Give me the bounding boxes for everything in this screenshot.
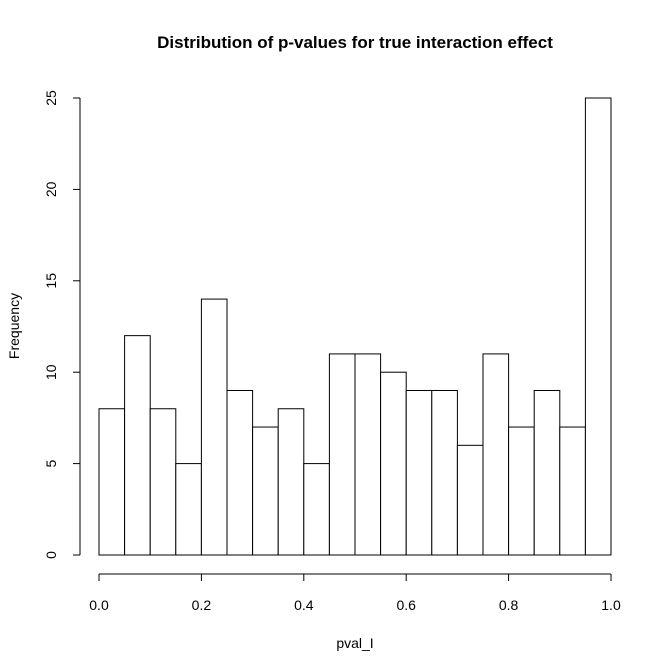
histogram-bar <box>98 408 126 556</box>
histogram-bar <box>149 408 177 556</box>
bars-group <box>98 97 612 556</box>
x-tick-label: 0.4 <box>294 597 314 613</box>
histogram-bar <box>533 389 561 556</box>
histogram-bar <box>431 389 458 556</box>
histogram-bar <box>405 389 433 556</box>
y-axis: 0 5 10 15 20 25 <box>43 90 81 559</box>
y-tick-label: 15 <box>43 273 59 289</box>
histogram-bar <box>175 463 202 556</box>
y-tick-label: 5 <box>43 459 59 467</box>
y-tick-label: 25 <box>43 90 59 106</box>
histogram-bar <box>226 389 254 556</box>
y-tick-label: 20 <box>43 181 59 197</box>
histogram-bar <box>456 444 484 556</box>
histogram-bar <box>277 408 305 556</box>
histogram-bar <box>508 426 535 556</box>
histogram-bar <box>559 426 586 556</box>
histogram-bar <box>584 97 612 556</box>
x-tick-label: 0.6 <box>396 597 416 613</box>
x-tick-label: 0.8 <box>499 597 519 613</box>
histogram-bar <box>482 353 510 556</box>
histogram-bar <box>354 353 382 556</box>
x-tick-label: 0.2 <box>192 597 212 613</box>
histogram-bar <box>200 298 228 556</box>
x-tick-label: 1.0 <box>601 597 621 613</box>
x-tick-label: 0.0 <box>89 597 109 613</box>
histogram-bar <box>380 371 407 556</box>
x-axis: 0.0 0.2 0.4 0.6 0.8 1.0 <box>89 573 621 613</box>
histogram-bar <box>124 335 151 556</box>
histogram-bar <box>252 426 279 556</box>
y-axis-label: Frequency <box>6 293 22 359</box>
x-axis-label: pval_I <box>336 635 373 651</box>
y-tick-label: 10 <box>43 364 59 380</box>
chart-title: Distribution of p-values for true intera… <box>157 33 553 52</box>
y-tick-label: 0 <box>43 551 59 559</box>
histogram-bar <box>328 353 356 556</box>
histogram-bar <box>303 463 330 556</box>
